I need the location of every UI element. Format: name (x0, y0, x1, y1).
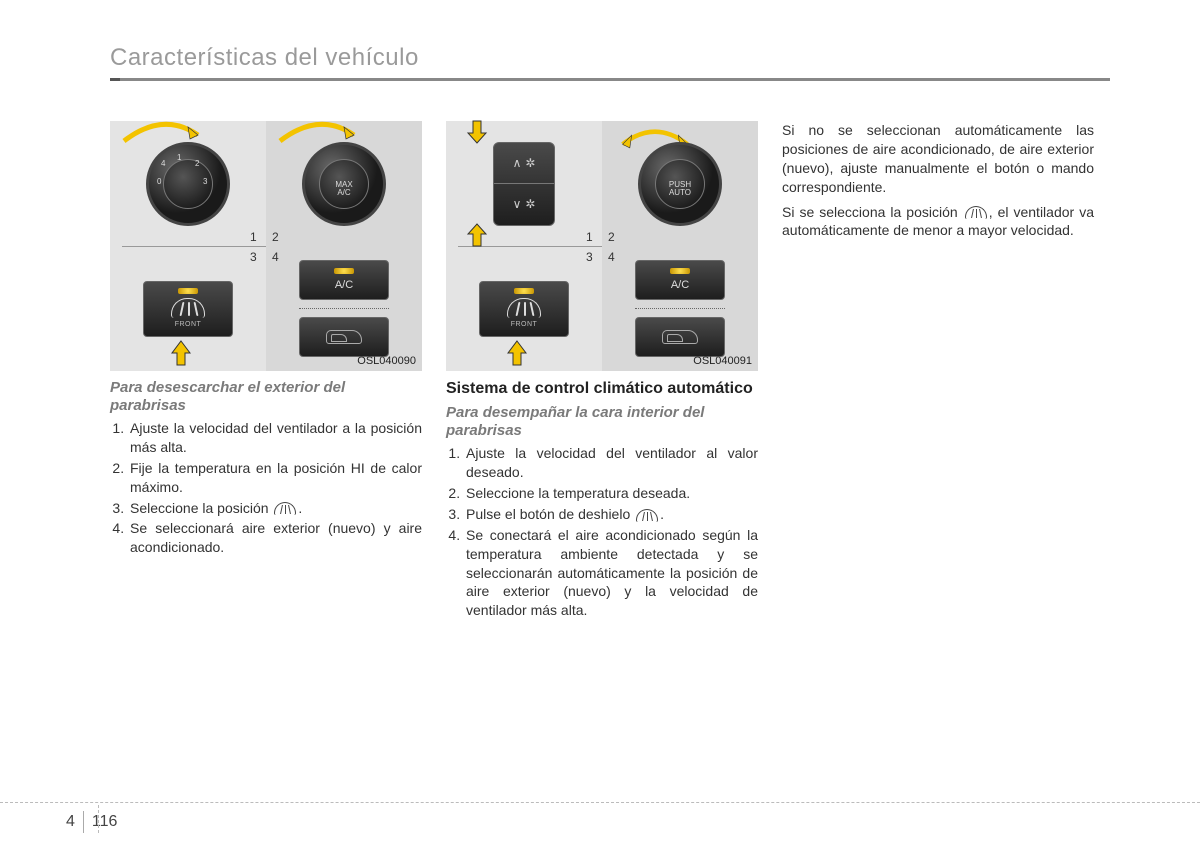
led-icon (334, 268, 354, 274)
fig2-q4-ac-recirc: A/C (602, 246, 758, 371)
defrost-inline-icon (636, 509, 658, 522)
figure-auto-climate: ∧✲ ∨✲ PUSHAUT (446, 121, 758, 371)
col2-heading: Sistema de control climático automático (446, 379, 758, 398)
defrost-inline-icon (965, 206, 987, 219)
step-item: Seleccione la temperatura deseada. (464, 484, 758, 503)
step-item: Pulse el botón de deshielo . (464, 505, 758, 524)
led-icon (514, 288, 534, 294)
fig1-q2-temp-dial: MAXA/C (266, 121, 422, 246)
column-3: Si no se seleccionan automáticamente las… (782, 121, 1094, 622)
footer-chapter: 4 (66, 813, 75, 831)
fig1-q4-ac-recirc: A/C (266, 246, 422, 371)
step-item: Ajuste la velocidad del ventilador a la … (128, 419, 422, 457)
up-arrow-icon (506, 339, 528, 367)
step-item: Se seleccionará aire exterior (nuevo) y … (128, 519, 422, 557)
column-2: ∧✲ ∨✲ PUSHAUT (446, 121, 758, 622)
col1-subheading: Para desescarchar el exterior del parabr… (110, 379, 422, 415)
led-icon (178, 288, 198, 294)
col1-steps: Ajuste la velocidad del ventilador a la … (110, 419, 422, 557)
defrost-inline-icon (274, 502, 296, 515)
step-item: Se conectará el aire acondicionado según… (464, 526, 758, 620)
step-item: Ajuste la velocidad del ventilador al va… (464, 444, 758, 482)
footer-page: 116 (92, 813, 118, 831)
recirculate-icon (662, 330, 698, 344)
up-arrow-icon (466, 222, 488, 248)
recirculate-icon (326, 330, 362, 344)
col3-p1: Si no se seleccionan automáticamente las… (782, 121, 1094, 197)
section-title: Características del vehículo (110, 44, 1110, 72)
col3-p2: Si se selecciona la posición , el ventil… (782, 203, 1094, 241)
fig1-q1-fan-dial: 0 4 1 2 3 (110, 121, 266, 246)
led-icon (670, 268, 690, 274)
step-item: Fije la temperatura en la posición HI de… (128, 459, 422, 497)
figure-code: OSL040090 (357, 354, 416, 369)
col2-subheading: Para desempañar la cara interior del par… (446, 404, 758, 440)
figure-code: OSL040091 (693, 354, 752, 369)
down-arrow-icon (466, 119, 488, 145)
fig2-q3-front-defrost: FRONT (446, 246, 602, 371)
figure-manual-climate: 0 4 1 2 3 MAXA/C (110, 121, 422, 371)
col2-steps: Ajuste la velocidad del ventilador al va… (446, 444, 758, 620)
fig2-q2-auto-dial: PUSHAUTO (602, 121, 758, 246)
fig2-q1-fan-rocker: ∧✲ ∨✲ (446, 121, 602, 246)
fig1-q3-front-defrost: FRONT (110, 246, 266, 371)
page-footer: 4 116 (0, 802, 1200, 833)
content-columns: 0 4 1 2 3 MAXA/C (110, 121, 1110, 622)
header-rule (110, 78, 1110, 81)
step-item: Seleccione la posición . (128, 499, 422, 518)
defrost-icon (171, 298, 205, 318)
column-1: 0 4 1 2 3 MAXA/C (110, 121, 422, 622)
up-arrow-icon (170, 339, 192, 367)
defrost-icon (507, 298, 541, 318)
